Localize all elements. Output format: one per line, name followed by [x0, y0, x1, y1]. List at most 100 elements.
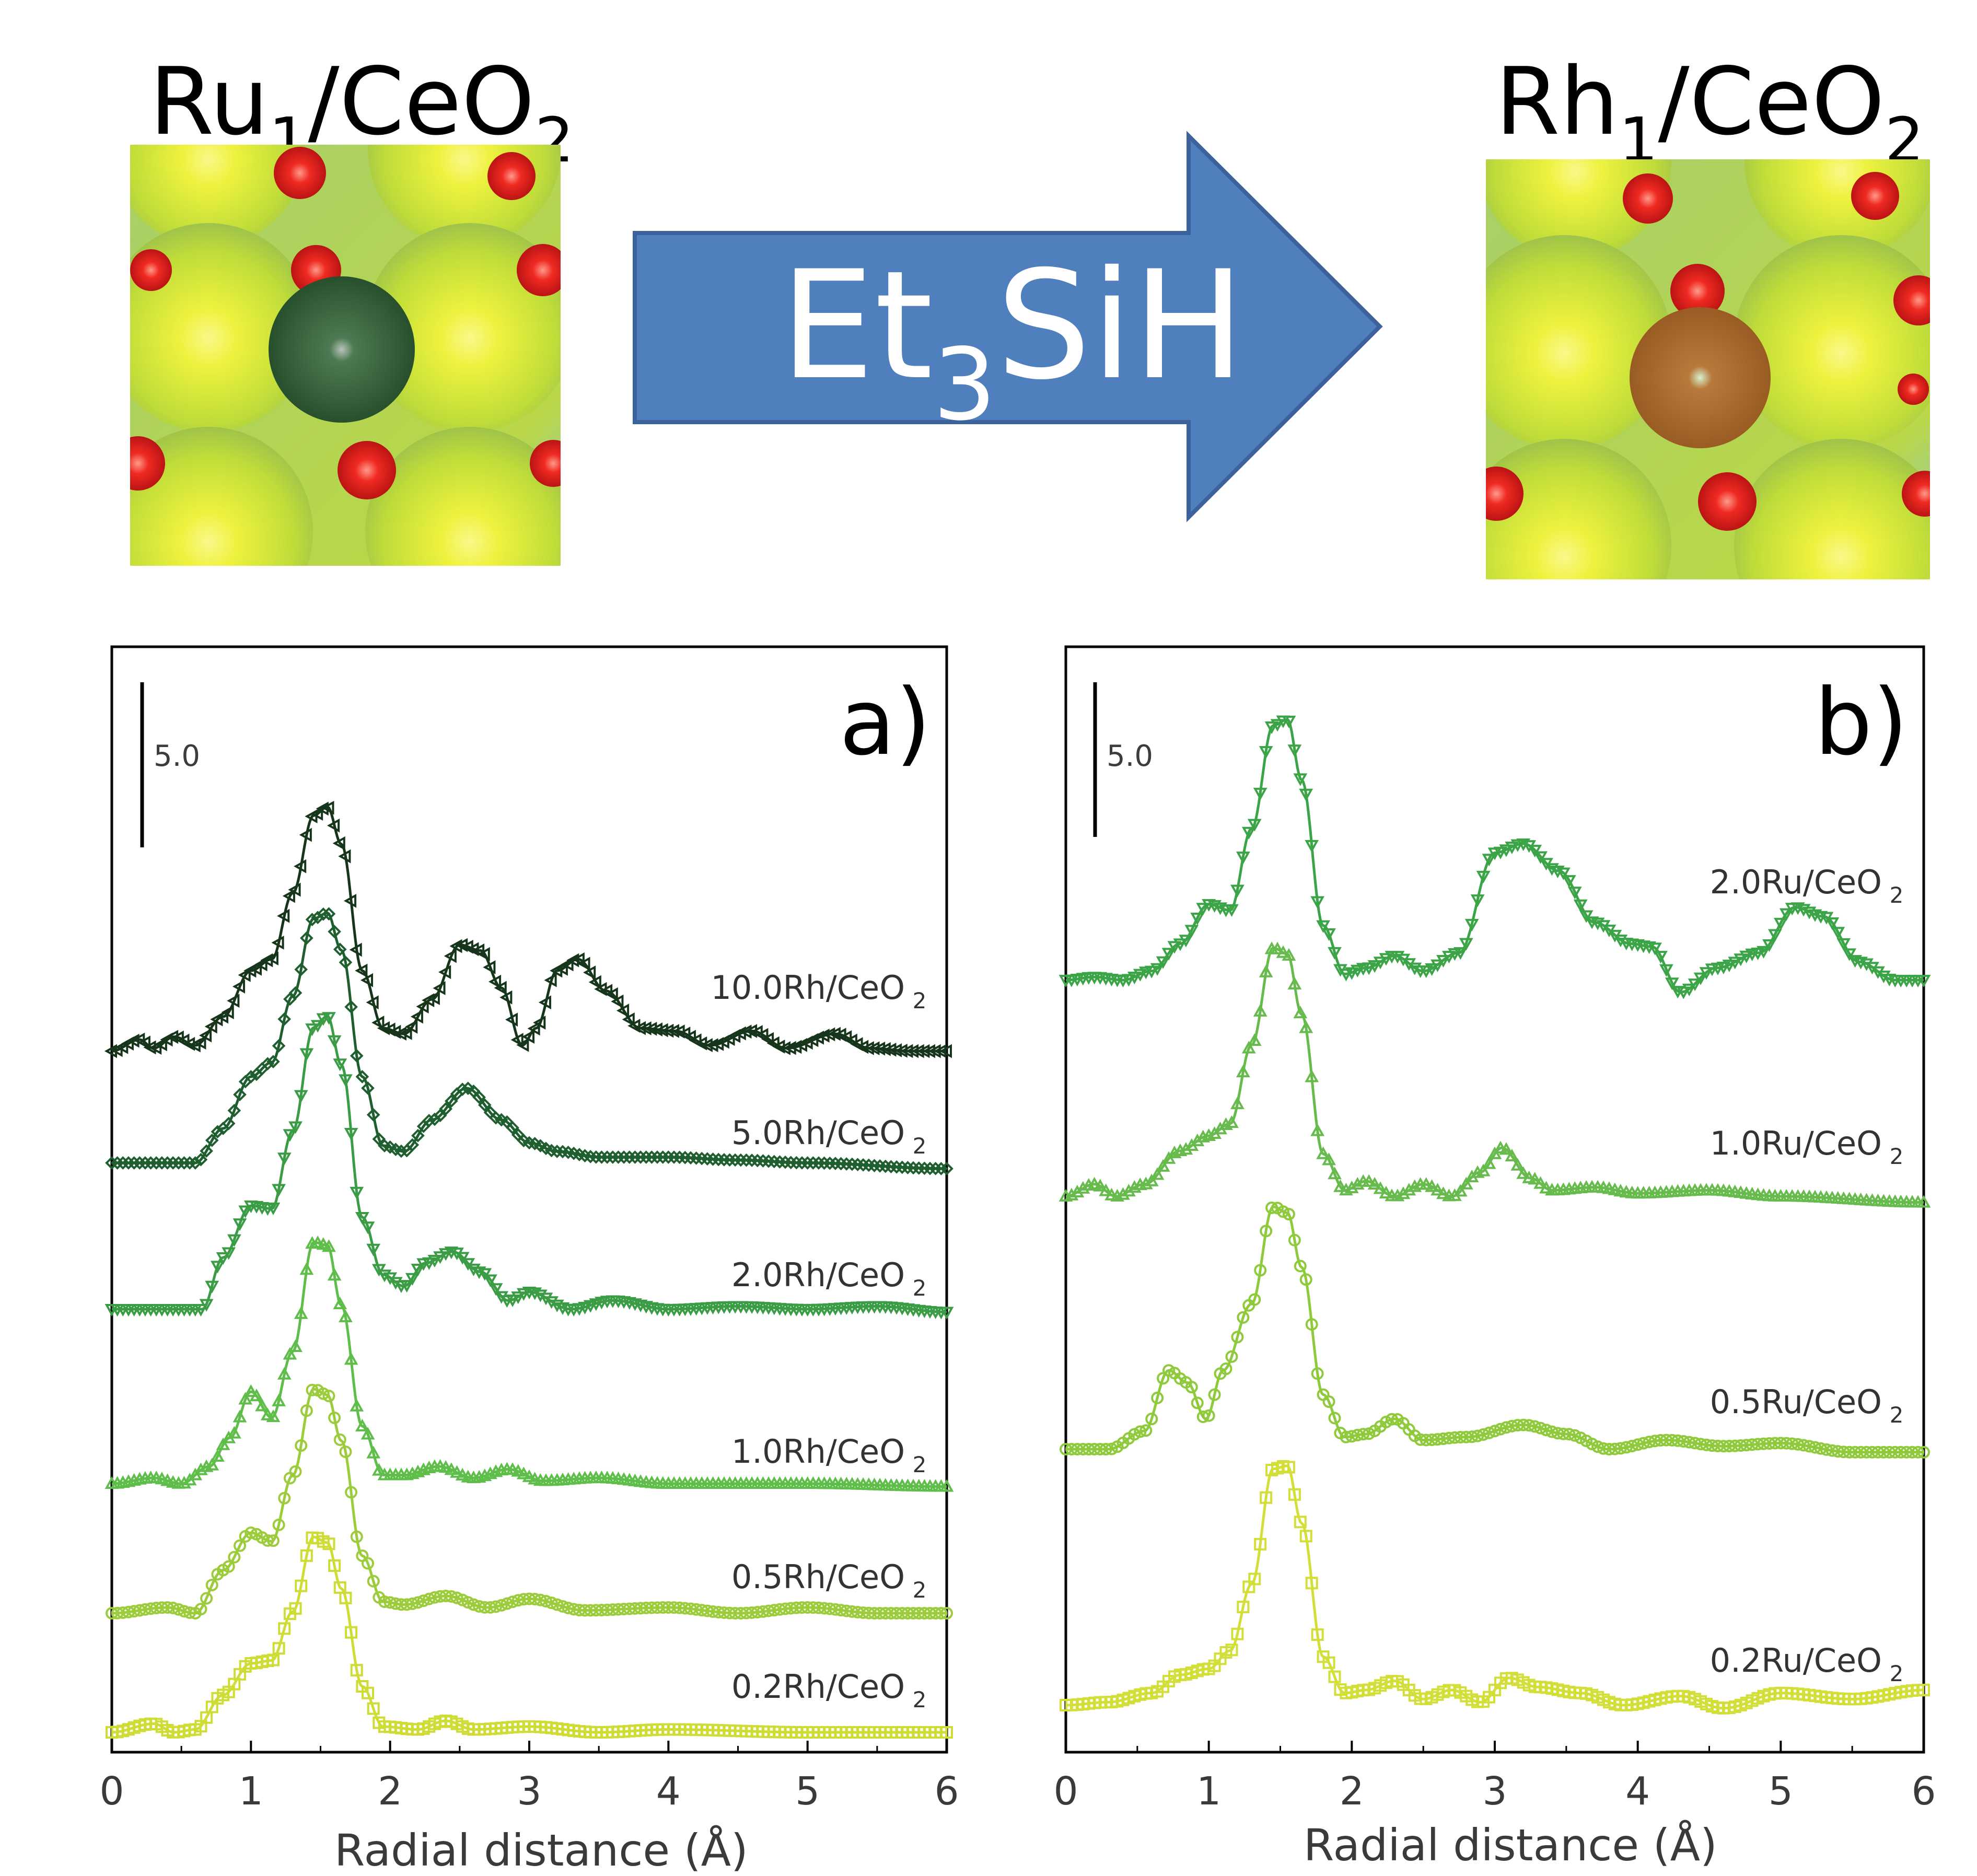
data-point: [1728, 957, 1742, 970]
data-point: [137, 1035, 150, 1050]
data-point: [501, 1597, 514, 1610]
x-tick-label: 2: [378, 1769, 402, 1814]
series-label: 2.0Rh/CeO: [731, 1256, 905, 1294]
data-point: [1825, 1444, 1839, 1457]
data-point: [1350, 964, 1365, 977]
data-point: [232, 1218, 247, 1231]
data-point: [282, 889, 295, 903]
data-point: [294, 962, 308, 976]
data-point: [289, 1602, 302, 1615]
series-label-subscript: 2: [913, 1687, 927, 1712]
data-point: [1505, 842, 1519, 855]
data-point: [934, 1044, 947, 1058]
panel-b-x-axis-label: Radial distance (Å): [1304, 1820, 1717, 1871]
data-point: [294, 1306, 308, 1319]
data-point: [1431, 959, 1445, 972]
data-point: [1144, 1173, 1159, 1186]
series-4: [104, 1236, 954, 1492]
data-point: [494, 981, 507, 995]
data-point: [322, 1390, 335, 1403]
x-tick-label: 5: [795, 1769, 820, 1814]
data-point: [177, 1476, 191, 1489]
data-point: [1367, 1176, 1382, 1190]
data-point: [272, 1518, 285, 1531]
data-point: [367, 1575, 380, 1588]
data-point: [1916, 1195, 1931, 1208]
data-point: [1190, 913, 1205, 926]
data-point: [438, 965, 451, 980]
data-point: [360, 973, 374, 987]
data-point: [406, 1597, 419, 1610]
data-point: [450, 1591, 463, 1604]
data-point: [1184, 925, 1199, 938]
data-point: [1287, 976, 1302, 989]
data-point: [1185, 1381, 1198, 1394]
data-point: [1453, 947, 1468, 960]
data-point: [1161, 948, 1176, 961]
series-label-subscript: 2: [1890, 1661, 1904, 1686]
data-point: [310, 1236, 325, 1249]
data-point: [417, 1594, 430, 1607]
data-point: [399, 1026, 412, 1040]
data-point: [1545, 1425, 1559, 1438]
data-point: [483, 960, 496, 974]
data-point: [238, 968, 251, 982]
data-point: [260, 1407, 275, 1420]
data-point: [1231, 1331, 1244, 1344]
data-point: [1483, 1426, 1496, 1439]
series-label: 1.0Ru/CeO: [1710, 1124, 1882, 1162]
data-point: [1666, 1434, 1679, 1447]
data-point: [299, 828, 312, 842]
data-point: [1396, 1186, 1411, 1199]
data-point: [1613, 935, 1628, 948]
data-point: [227, 1426, 241, 1439]
data-point: [683, 1030, 696, 1044]
data-point: [1310, 1123, 1325, 1136]
data-point: [438, 1248, 453, 1261]
data-point: [311, 911, 325, 925]
data-point: [272, 1642, 285, 1655]
data-point: [505, 1012, 518, 1027]
data-point: [1270, 719, 1285, 732]
data-point: [1230, 1096, 1245, 1110]
data-point: [1299, 788, 1313, 801]
data-point: [143, 1040, 156, 1055]
data-point: [350, 1530, 363, 1543]
data-point: [299, 1262, 314, 1275]
data-point: [828, 1027, 841, 1041]
data-point: [1133, 969, 1147, 982]
data-point: [249, 961, 262, 976]
data-point: [328, 1559, 341, 1572]
x-tick-label: 5: [1769, 1769, 1793, 1814]
data-point: [1419, 965, 1434, 978]
data-point: [194, 1603, 207, 1616]
data-point: [1219, 1362, 1232, 1376]
series-label-subscript: 2: [1890, 1402, 1904, 1428]
data-point: [227, 1103, 241, 1117]
data-point: [1780, 1437, 1793, 1450]
data-point: [544, 1296, 559, 1309]
data-point: [455, 1467, 470, 1481]
series-2: [1059, 941, 1931, 1208]
data-point: [483, 1274, 497, 1287]
data-point: [350, 1049, 364, 1063]
data-point: [1459, 1176, 1473, 1190]
data-point: [755, 1028, 769, 1042]
data-point: [1573, 899, 1588, 912]
x-tick-label: 6: [934, 1769, 959, 1814]
data-point: [1470, 894, 1485, 907]
data-point: [288, 1121, 303, 1134]
data-point: [1762, 939, 1776, 952]
data-point: [366, 1243, 381, 1256]
data-point: [233, 1088, 247, 1102]
data-point: [1247, 819, 1262, 832]
data-point: [1241, 826, 1256, 840]
data-point: [1659, 964, 1673, 977]
data-point: [1236, 852, 1250, 865]
series-label: 0.2Ru/CeO: [1710, 1641, 1882, 1680]
data-point: [616, 1004, 630, 1018]
data-point: [278, 1622, 291, 1635]
data-point: [556, 1600, 569, 1613]
data-point: [1156, 1159, 1170, 1172]
series-label: 5.0Rh/CeO: [731, 1114, 905, 1152]
